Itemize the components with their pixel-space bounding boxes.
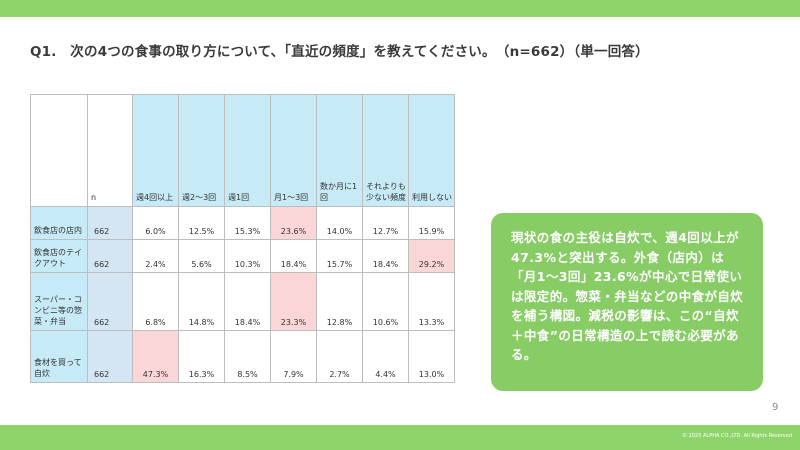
row-label: スーパー・コンビニ等の惣菜・弁当 — [30, 272, 88, 331]
top-accent-bar — [0, 0, 800, 17]
value-cell: 12.5% — [178, 206, 225, 240]
header-cell-4plus-weekly: 週4回以上 — [132, 94, 179, 207]
summary-text: 現状の食の主役は自炊で、週4回以上が47.3%と突出する。外食（店内）は「月1〜… — [511, 230, 744, 362]
value-cell: 13.3% — [408, 272, 455, 331]
value-cell: 6.0% — [132, 206, 179, 240]
value-cell: 2.4% — [132, 239, 179, 273]
row-label: 飲食店の店内 — [30, 206, 88, 240]
row-label: 飲食店のテイクアウト — [30, 239, 88, 273]
sample-size-cell: 662 — [87, 330, 133, 383]
value-cell: 12.8% — [316, 272, 363, 331]
sample-size-cell: 662 — [87, 239, 133, 273]
value-cell-highlighted: 47.3% — [132, 330, 179, 383]
table-header-row: n 週4回以上 週2〜3回 週1回 月1〜3回 数か月に1回 それよりも少ない頻… — [30, 94, 455, 207]
question-title: Q1. 次の4つの食事の取り方について、「直近の頻度」を教えてください。 （n=… — [30, 44, 649, 60]
page-number: 9 — [772, 402, 779, 413]
value-cell-highlighted: 23.3% — [270, 272, 317, 331]
table-row: 食材を買って自炊 662 47.3% 16.3% 8.5% 7.9% 2.7% … — [30, 330, 455, 383]
header-cell-every-few-months: 数か月に1回 — [316, 94, 363, 207]
table-row: スーパー・コンビニ等の惣菜・弁当 662 6.8% 14.8% 18.4% 23… — [30, 272, 455, 331]
value-cell: 15.9% — [408, 206, 455, 240]
table-row: 飲食店のテイクアウト 662 2.4% 5.6% 10.3% 18.4% 15.… — [30, 239, 455, 273]
value-cell: 4.4% — [362, 330, 409, 383]
value-cell: 2.7% — [316, 330, 363, 383]
value-cell: 14.0% — [316, 206, 363, 240]
header-cell-never: 利用しない — [408, 94, 455, 207]
header-cell-n: n — [87, 94, 133, 207]
value-cell: 10.6% — [362, 272, 409, 331]
value-cell-highlighted: 23.6% — [270, 206, 317, 240]
value-cell: 6.8% — [132, 272, 179, 331]
summary-callout: 現状の食の主役は自炊で、週4回以上が47.3%と突出する。外食（店内）は「月1〜… — [491, 213, 763, 391]
header-cell-once-weekly: 週1回 — [224, 94, 271, 207]
value-cell: 10.3% — [224, 239, 271, 273]
value-cell: 15.7% — [316, 239, 363, 273]
value-cell: 18.4% — [224, 272, 271, 331]
value-cell-highlighted: 29.2% — [408, 239, 455, 273]
sample-size-cell: 662 — [87, 206, 133, 240]
row-label: 食材を買って自炊 — [30, 330, 88, 383]
value-cell: 12.7% — [362, 206, 409, 240]
value-cell: 7.9% — [270, 330, 317, 383]
sample-size-cell: 662 — [87, 272, 133, 331]
value-cell: 5.6% — [178, 239, 225, 273]
header-cell-blank — [30, 94, 88, 207]
value-cell: 16.3% — [178, 330, 225, 383]
copyright-text: © 2025 ALPHA CO.,LTD. All Rights Reserve… — [682, 433, 792, 439]
value-cell: 18.4% — [362, 239, 409, 273]
frequency-table: n 週4回以上 週2〜3回 週1回 月1〜3回 数か月に1回 それよりも少ない頻… — [30, 94, 455, 383]
header-cell-1to3-monthly: 月1〜3回 — [270, 94, 317, 207]
header-cell-2to3-weekly: 週2〜3回 — [178, 94, 225, 207]
value-cell: 8.5% — [224, 330, 271, 383]
header-cell-less-often: それよりも少ない頻度 — [362, 94, 409, 207]
value-cell: 15.3% — [224, 206, 271, 240]
value-cell: 18.4% — [270, 239, 317, 273]
table-row: 飲食店の店内 662 6.0% 12.5% 15.3% 23.6% 14.0% … — [30, 206, 455, 240]
value-cell: 14.8% — [178, 272, 225, 331]
bottom-accent-bar — [0, 425, 800, 450]
value-cell: 13.0% — [408, 330, 455, 383]
